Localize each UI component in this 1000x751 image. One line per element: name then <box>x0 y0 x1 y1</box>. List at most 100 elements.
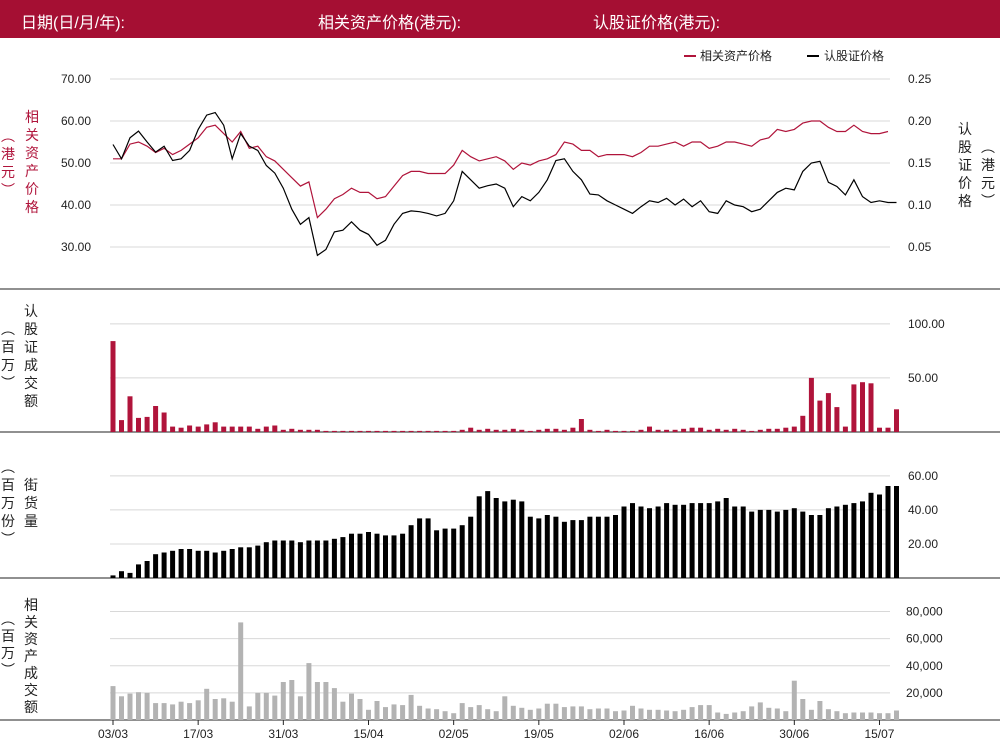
date-label: 日期(日/月/年): <box>21 15 125 32</box>
asset-turnover-bar <box>647 709 652 720</box>
warrant-turnover-bar <box>595 430 601 432</box>
warrant-price-label: 认股证价格(港元): <box>593 15 721 32</box>
warrant-turnover-bar <box>672 429 678 432</box>
outstanding-bar <box>238 547 244 578</box>
warrant-turnover-bar <box>476 429 482 432</box>
warrant-turnover-bar <box>204 424 210 432</box>
outstanding-bar <box>842 504 848 578</box>
outstanding-bar <box>595 516 601 578</box>
asset-turnover-bar <box>451 713 457 720</box>
asset-turnover-label-char: 交 <box>24 682 38 699</box>
right-axis-label-char: 格 <box>958 194 972 210</box>
asset-turnover-bar <box>391 704 397 720</box>
asset-turnover-bar <box>630 705 635 720</box>
left-axis-label-char: 相 <box>25 110 39 126</box>
warrant-turnover-bar <box>246 426 252 432</box>
warrant-turnover-tick-label: 100.00 <box>908 317 945 331</box>
left-axis-tick-label: 60.00 <box>61 114 91 128</box>
warrant-turnover-bar <box>229 426 235 432</box>
warrant-turnover-bar <box>587 429 593 432</box>
outstanding-bar <box>340 537 346 578</box>
outstanding-bar <box>877 494 882 578</box>
warrant-turnover-bar <box>783 427 789 432</box>
asset-turnover-bar <box>331 688 337 720</box>
x-axis-tick-label: 19/05 <box>524 727 554 741</box>
warrant-turnover-bar <box>766 428 772 432</box>
outstanding-bar <box>519 501 525 578</box>
asset-turnover-bar <box>868 712 874 720</box>
outstanding-bar <box>195 550 201 579</box>
outstanding-bar <box>553 516 559 578</box>
outstanding-bar <box>715 501 721 578</box>
outstanding-bar <box>757 509 763 578</box>
warrant-turnover-bar <box>860 382 865 432</box>
outstanding-bar <box>860 501 865 578</box>
outstanding-bar <box>289 540 295 578</box>
asset-turnover-bar <box>689 707 695 720</box>
right-axis-label-char: 认 <box>958 122 972 138</box>
outstanding-bar <box>834 506 840 578</box>
outstanding-bar <box>485 491 491 578</box>
warrant-turnover-bar <box>740 429 746 432</box>
legend-warrant-label: 认股证价格 <box>824 48 884 63</box>
outstanding-bar <box>476 496 482 579</box>
outstanding-bar <box>647 508 652 578</box>
asset-price-line <box>113 120 889 219</box>
asset-turnover-bar <box>476 705 482 720</box>
outstanding-bar <box>749 511 755 578</box>
asset-turnover-bar <box>204 688 210 720</box>
outstanding-bar <box>400 533 406 578</box>
asset-turnover-bar <box>732 712 738 720</box>
outstanding-bar <box>408 525 414 578</box>
right-axis-tick-label: 0.20 <box>908 114 932 128</box>
asset-turnover-bar <box>502 696 508 720</box>
asset-turnover-bar <box>604 708 610 720</box>
right-axis-label-unit-char: 元 <box>981 176 995 192</box>
warrant-turnover-bar <box>519 429 525 432</box>
asset-turnover-bar <box>366 709 371 720</box>
asset-turnover-bar <box>374 701 380 720</box>
outstanding-label-unit-char: ︶ <box>1 532 15 548</box>
warrant-turnover-bar <box>374 430 380 432</box>
outstanding-bar <box>442 528 448 578</box>
asset-turnover-bar <box>553 703 559 720</box>
warrant-turnover-bar <box>119 420 124 432</box>
outstanding-bar <box>280 540 286 578</box>
x-axis-tick-label: 16/06 <box>694 727 724 741</box>
asset-turnover-bar <box>459 703 465 720</box>
warrant-turnover-bar <box>357 430 363 432</box>
asset-turnover-label-unit-char: ︶ <box>1 663 15 679</box>
warrant-turnover-bar <box>144 416 150 432</box>
asset-turnover-label-char: 额 <box>24 700 38 716</box>
warrant-turnover-bar <box>502 429 508 432</box>
asset-turnover-bar <box>842 713 848 720</box>
warrant-turnover-label-unit-char: ︵ <box>1 322 15 338</box>
outstanding-bar <box>110 575 116 578</box>
asset-turnover-tick-label: 80,000 <box>906 605 943 619</box>
outstanding-bar <box>459 525 465 578</box>
asset-turnover-tick-label: 60,000 <box>906 632 943 646</box>
asset-turnover-bar <box>894 710 899 720</box>
warrant-price-line <box>112 111 897 257</box>
warrant-turnover-bar <box>238 426 244 432</box>
outstanding-bar <box>630 503 635 578</box>
outstanding-bar <box>229 549 235 578</box>
asset-turnover-bar <box>527 709 533 720</box>
outstanding-bar <box>374 533 380 578</box>
warrant-turnover-bar <box>791 426 797 432</box>
asset-turnover-bar <box>195 700 201 720</box>
warrant-turnover-label-char: 认 <box>24 304 38 320</box>
x-axis-tick-label: 30/06 <box>779 727 809 741</box>
asset-turnover-bar <box>187 703 193 720</box>
asset-turnover-bar <box>851 712 857 720</box>
asset-turnover-bar <box>544 703 550 720</box>
warrant-turnover-bar <box>255 428 261 432</box>
outstanding-bar <box>587 516 593 578</box>
warrant-turnover-bar <box>297 429 303 432</box>
warrant-turnover-bar <box>451 430 457 432</box>
right-axis-label-char: 证 <box>958 158 972 174</box>
outstanding-bar <box>153 554 159 578</box>
warrant-turnover-bar <box>314 429 320 432</box>
asset-turnover-bar <box>783 711 789 720</box>
asset-turnover-bar <box>340 701 346 720</box>
